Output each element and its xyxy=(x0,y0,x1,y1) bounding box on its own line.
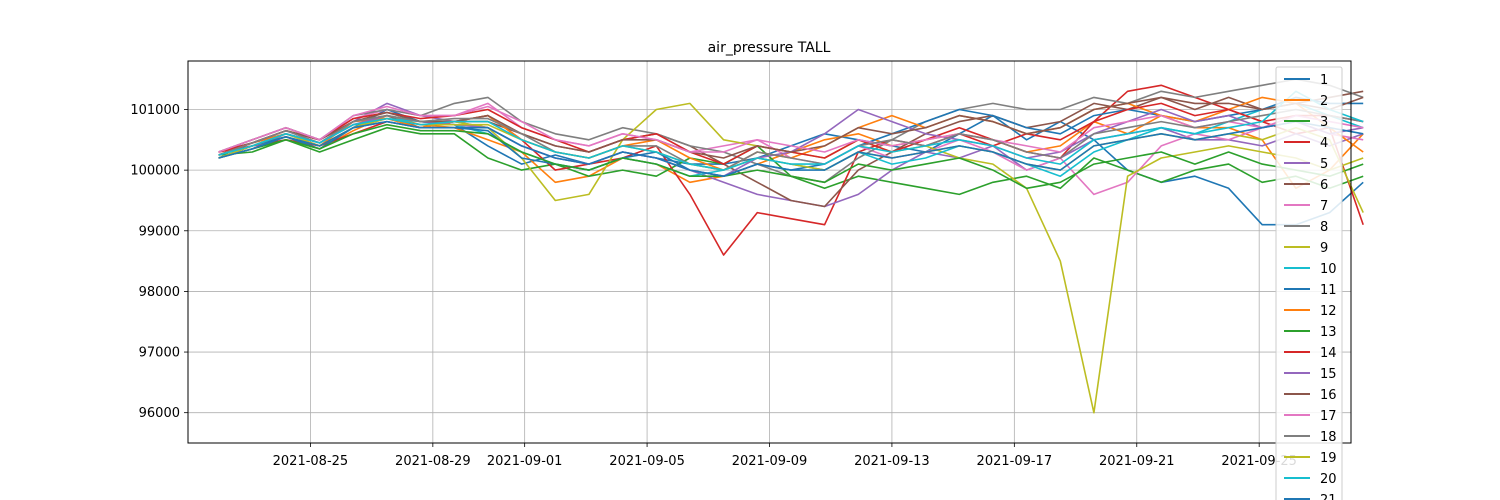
y-axis: 96000 97000 98000 99000 100000 101000 xyxy=(130,103,188,421)
legend-label: 13 xyxy=(1320,325,1337,340)
x-tick-label: 2021-08-25 xyxy=(273,454,349,469)
series-line-3 xyxy=(218,126,1364,196)
grid xyxy=(188,61,1351,443)
series-line-18 xyxy=(218,108,1364,171)
legend-label: 10 xyxy=(1320,262,1337,277)
y-tick-label: 98000 xyxy=(139,285,180,300)
legend-label: 6 xyxy=(1320,178,1328,193)
y-tick-label: 97000 xyxy=(139,346,180,361)
legend-label: 21 xyxy=(1320,493,1337,500)
series-line-20 xyxy=(218,90,1364,171)
legend-label: 18 xyxy=(1320,430,1337,445)
x-tick-label: 2021-09-17 xyxy=(977,454,1053,469)
legend-label: 16 xyxy=(1320,388,1337,403)
series-line-9 xyxy=(218,102,1364,414)
series-line-21 xyxy=(218,120,1364,177)
y-tick-label: 101000 xyxy=(130,103,180,118)
legend-label: 14 xyxy=(1320,346,1337,361)
x-tick-label: 2021-09-13 xyxy=(854,454,930,469)
series-line-13 xyxy=(218,123,1364,190)
x-tick-label: 2021-08-29 xyxy=(395,454,471,469)
y-tick-label: 96000 xyxy=(139,406,180,421)
series-line-17 xyxy=(218,105,1364,153)
legend-label: 2 xyxy=(1320,94,1328,109)
legend-label: 12 xyxy=(1320,304,1337,319)
series-line-8 xyxy=(218,78,1364,184)
legend: 123456789101112131415161718192021 xyxy=(1275,66,1343,500)
legend-label: 17 xyxy=(1320,409,1337,424)
x-tick-label: 2021-09-05 xyxy=(609,454,685,469)
legend-label: 11 xyxy=(1320,283,1337,298)
series-lines xyxy=(218,78,1364,414)
legend-label: 7 xyxy=(1320,199,1328,214)
legend-label: 20 xyxy=(1320,472,1337,487)
legend-label: 8 xyxy=(1320,220,1328,235)
x-axis: 2021-08-25 2021-08-29 2021-09-01 2021-09-05… xyxy=(273,443,1297,469)
legend-label: 3 xyxy=(1320,115,1328,130)
x-tick-label: 2021-09-01 xyxy=(487,454,563,469)
chart-title: air_pressure TALL xyxy=(708,40,831,56)
legend-label: 1 xyxy=(1320,73,1328,88)
legend-label: 5 xyxy=(1320,157,1328,172)
series-line-16 xyxy=(218,96,1364,159)
legend-label: 4 xyxy=(1320,136,1328,151)
legend-label: 15 xyxy=(1320,367,1337,382)
legend-label: 9 xyxy=(1320,241,1328,256)
legend-box xyxy=(1275,66,1343,500)
y-tick-label: 100000 xyxy=(130,164,180,179)
legend-label: 19 xyxy=(1320,451,1337,466)
x-tick-label: 2021-09-21 xyxy=(1099,454,1175,469)
x-tick-label: 2021-09-09 xyxy=(732,454,808,469)
series-line-6 xyxy=(218,90,1364,208)
y-tick-label: 99000 xyxy=(139,224,180,239)
